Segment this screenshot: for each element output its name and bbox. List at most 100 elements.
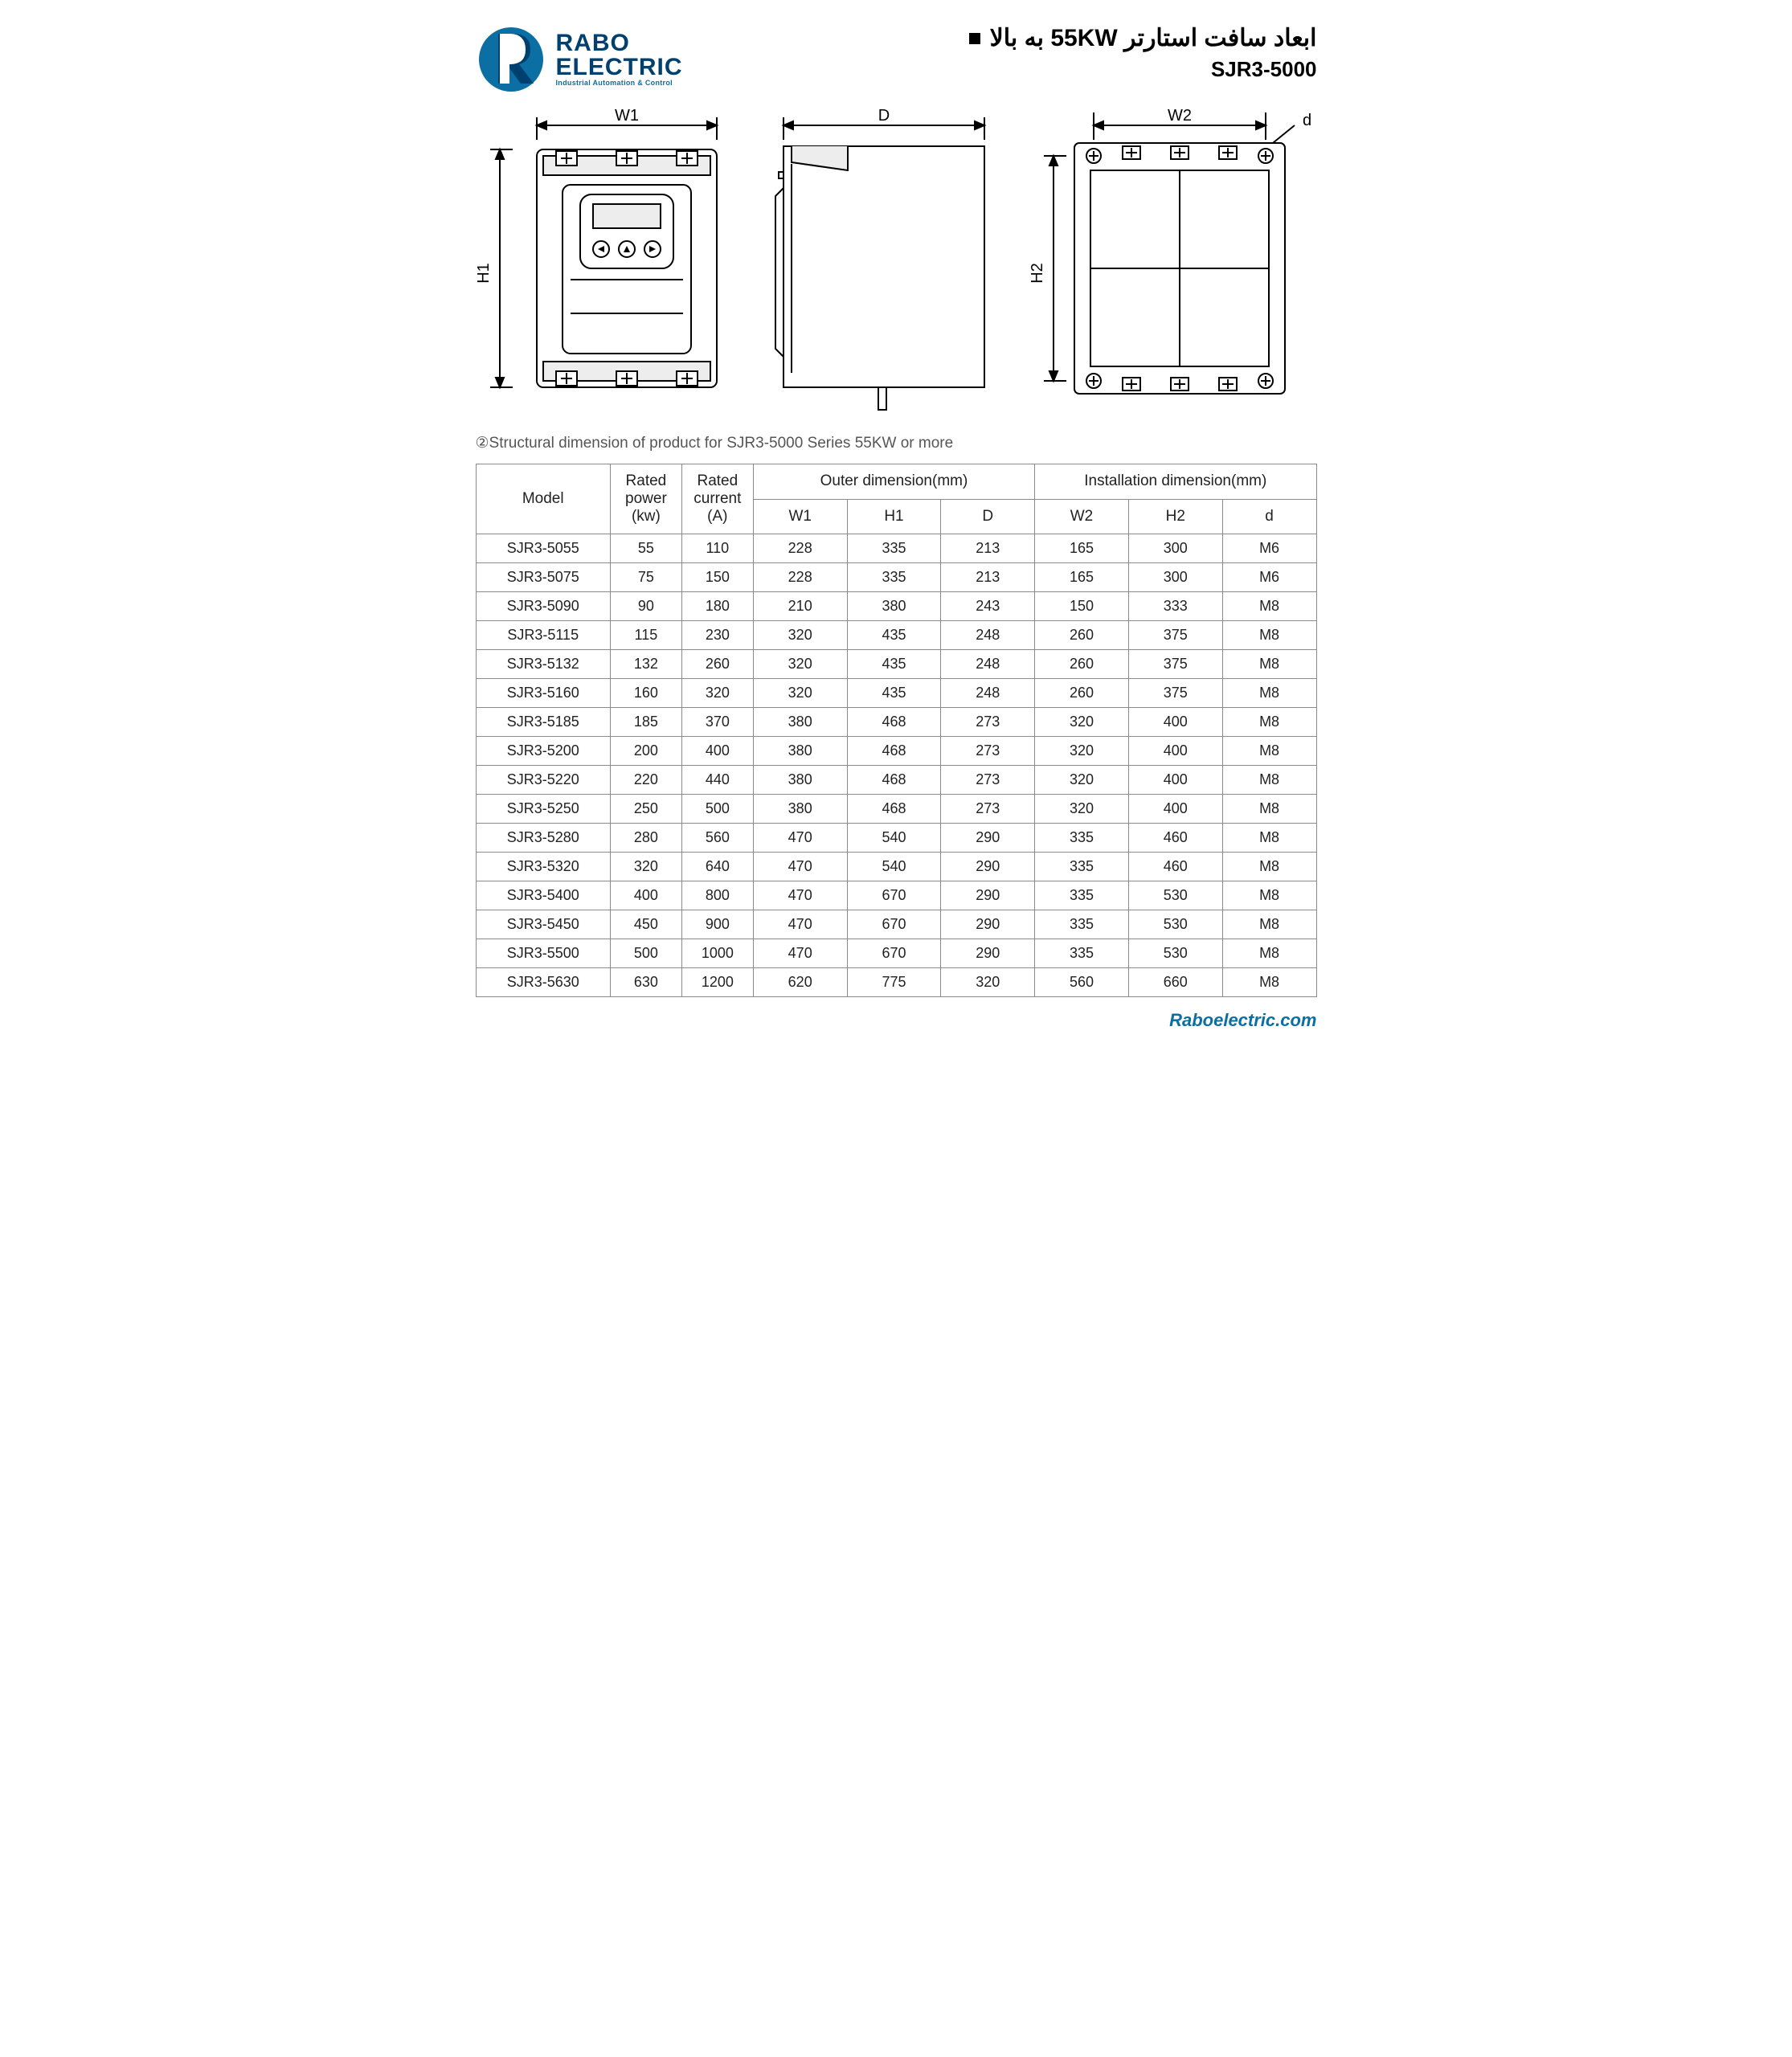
cell-d: 290 <box>941 853 1035 881</box>
cell-current: 560 <box>681 824 753 853</box>
col-model: Model <box>476 464 610 534</box>
dimension-diagrams: W1 H1 <box>476 108 1317 413</box>
cell-w2: 335 <box>1035 853 1129 881</box>
page-title: ابعاد سافت استارتر 55KW به بالا <box>990 24 1317 52</box>
cell-d: M6 <box>1222 563 1316 592</box>
cell-power: 450 <box>610 910 681 939</box>
cell-d: M8 <box>1222 853 1316 881</box>
brand-text: RABO ELECTRIC Industrial Automation & Co… <box>556 31 683 87</box>
cell-h2: 375 <box>1128 621 1222 650</box>
table-row: SJR3-5280280560470540290335460M8 <box>476 824 1316 853</box>
cell-h1: 435 <box>847 650 941 679</box>
cell-power: 75 <box>610 563 681 592</box>
table-row: SJR3-507575150228335213165300M6 <box>476 563 1316 592</box>
cell-d: 248 <box>941 621 1035 650</box>
label-d-hole: d <box>1303 112 1311 129</box>
cell-current: 230 <box>681 621 753 650</box>
cell-w1: 470 <box>753 853 847 881</box>
cell-w2: 335 <box>1035 939 1129 968</box>
diagram-side-view: D <box>759 108 1009 413</box>
cell-w2: 150 <box>1035 592 1129 621</box>
cell-w2: 260 <box>1035 650 1129 679</box>
table-caption: ②Structural dimension of product for SJR… <box>476 434 1317 452</box>
cell-current: 180 <box>681 592 753 621</box>
cell-d: 273 <box>941 766 1035 795</box>
cell-d: 243 <box>941 592 1035 621</box>
cell-w2: 320 <box>1035 766 1129 795</box>
cell-d: M8 <box>1222 737 1316 766</box>
page-title-block: ابعاد سافت استارتر 55KW به بالا SJR3-500… <box>969 24 1317 82</box>
cell-w1: 470 <box>753 910 847 939</box>
cell-w2: 165 <box>1035 534 1129 563</box>
col-power: Rated power (kw) <box>610 464 681 534</box>
cell-power: 90 <box>610 592 681 621</box>
cell-w1: 228 <box>753 563 847 592</box>
cell-w2: 335 <box>1035 881 1129 910</box>
cell-model: SJR3-5160 <box>476 679 610 708</box>
cell-h2: 375 <box>1128 650 1222 679</box>
cell-h2: 460 <box>1128 853 1222 881</box>
cell-d: M8 <box>1222 592 1316 621</box>
label-w1: W1 <box>615 108 639 125</box>
cell-w1: 620 <box>753 968 847 997</box>
label-h1: H1 <box>476 263 493 284</box>
cell-power: 400 <box>610 881 681 910</box>
cell-d: M8 <box>1222 621 1316 650</box>
cell-h2: 530 <box>1128 939 1222 968</box>
cell-d: M8 <box>1222 881 1316 910</box>
cell-w1: 470 <box>753 824 847 853</box>
cell-current: 1200 <box>681 968 753 997</box>
label-d: D <box>878 108 890 125</box>
footer-link[interactable]: Raboelectric.com <box>476 1010 1317 1031</box>
cell-power: 280 <box>610 824 681 853</box>
cell-d: M8 <box>1222 708 1316 737</box>
cell-h2: 660 <box>1128 968 1222 997</box>
cell-w1: 380 <box>753 766 847 795</box>
page-header: RABO ELECTRIC Industrial Automation & Co… <box>476 24 1317 93</box>
cell-d: M8 <box>1222 650 1316 679</box>
brand-name-1: RABO <box>556 31 683 55</box>
cell-power: 630 <box>610 968 681 997</box>
cell-h2: 400 <box>1128 795 1222 824</box>
cell-d: 273 <box>941 737 1035 766</box>
cell-model: SJR3-5500 <box>476 939 610 968</box>
col-d: D <box>941 499 1035 534</box>
cell-d: 290 <box>941 939 1035 968</box>
cell-h2: 530 <box>1128 881 1222 910</box>
cell-w1: 320 <box>753 650 847 679</box>
cell-h1: 380 <box>847 592 941 621</box>
col-w1: W1 <box>753 499 847 534</box>
col-install: Installation dimension(mm) <box>1035 464 1316 500</box>
cell-w1: 320 <box>753 679 847 708</box>
cell-current: 150 <box>681 563 753 592</box>
cell-h1: 468 <box>847 708 941 737</box>
cell-w1: 210 <box>753 592 847 621</box>
cell-h2: 460 <box>1128 824 1222 853</box>
cell-h2: 400 <box>1128 766 1222 795</box>
cell-current: 640 <box>681 853 753 881</box>
label-h2: H2 <box>1029 263 1046 284</box>
cell-h1: 435 <box>847 679 941 708</box>
cell-h2: 300 <box>1128 534 1222 563</box>
cell-d: M8 <box>1222 795 1316 824</box>
col-outer: Outer dimension(mm) <box>753 464 1034 500</box>
cell-current: 500 <box>681 795 753 824</box>
cell-w2: 260 <box>1035 621 1129 650</box>
table-row: SJR3-5250250500380468273320400M8 <box>476 795 1316 824</box>
col-dd: d <box>1222 499 1316 534</box>
table-row: SJR3-5200200400380468273320400M8 <box>476 737 1316 766</box>
cell-model: SJR3-5185 <box>476 708 610 737</box>
cell-current: 110 <box>681 534 753 563</box>
cell-d: 248 <box>941 679 1035 708</box>
cell-d: M8 <box>1222 679 1316 708</box>
col-w2: W2 <box>1035 499 1129 534</box>
cell-h1: 775 <box>847 968 941 997</box>
logo-mark-icon <box>476 24 550 93</box>
page-subtitle: SJR3-5000 <box>969 57 1317 82</box>
diagram-front-view: W1 H1 <box>476 108 741 405</box>
cell-current: 1000 <box>681 939 753 968</box>
cell-w1: 380 <box>753 708 847 737</box>
cell-model: SJR3-5400 <box>476 881 610 910</box>
cell-w2: 320 <box>1035 737 1129 766</box>
cell-h1: 540 <box>847 853 941 881</box>
